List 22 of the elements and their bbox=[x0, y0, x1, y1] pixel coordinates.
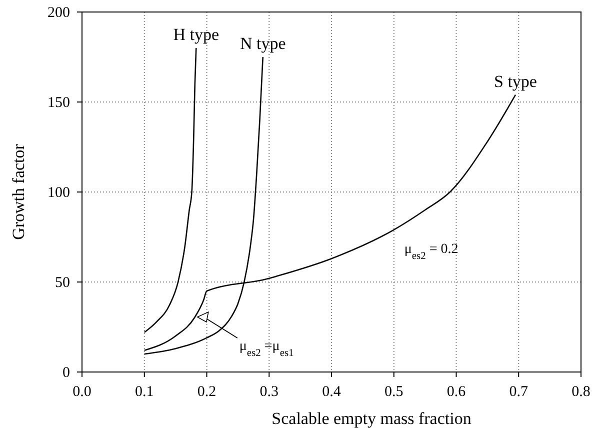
x-axis-title: Scalable empty mass fraction bbox=[272, 409, 472, 428]
x-tick-label: 0.1 bbox=[135, 384, 154, 400]
series-label: S type bbox=[494, 72, 537, 91]
annotation: μ$_{es2}$ = 0.2 bbox=[404, 242, 458, 262]
y-tick-label: 0 bbox=[62, 365, 70, 381]
x-tick-label: 0.2 bbox=[197, 384, 216, 400]
y-tick-label: 50 bbox=[55, 275, 70, 291]
x-tick-label: 0.6 bbox=[446, 384, 466, 400]
x-tick-label: 0.8 bbox=[572, 384, 590, 400]
annotation: μ$_{es2}$ =μ$_{es1}$ bbox=[239, 339, 294, 358]
x-tick-label: 0.5 bbox=[384, 384, 404, 400]
x-tick-label: 0.7 bbox=[509, 384, 528, 400]
y-tick-label: 200 bbox=[48, 5, 70, 21]
x-tick-label: 0.4 bbox=[322, 384, 342, 400]
line-series bbox=[144, 47, 197, 334]
y-axis-title: Growth factor bbox=[9, 144, 28, 240]
x-tick-label: 0.0 bbox=[72, 384, 92, 400]
series-label: H type bbox=[173, 25, 220, 44]
y-tick-label: 100 bbox=[48, 185, 70, 201]
y-tick-label: 150 bbox=[48, 95, 70, 111]
series-label: N type bbox=[240, 34, 286, 53]
x-tick-label: 0.3 bbox=[260, 384, 278, 400]
